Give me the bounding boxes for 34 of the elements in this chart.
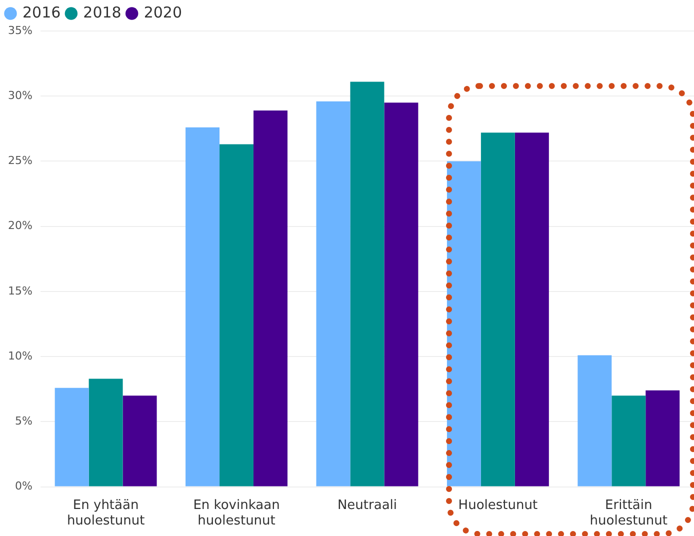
bar [54, 388, 89, 486]
y-tick-label: 15% [8, 284, 32, 298]
x-tick-label: Huolestunut [458, 498, 538, 513]
bar [514, 132, 549, 486]
y-tick-label: 25% [8, 154, 32, 168]
bar [578, 355, 612, 486]
category-label: huolestunut [590, 514, 668, 529]
y-tick-label: 30% [8, 88, 32, 102]
bar [254, 110, 288, 486]
x-tick-label: Neutraali [337, 498, 398, 513]
bar [446, 161, 481, 486]
legend-label: 2020 [144, 3, 182, 22]
bar [384, 102, 418, 486]
bar [186, 127, 220, 486]
category-label: huolestunut [66, 514, 145, 529]
bar [480, 132, 515, 486]
category-label: En kovinkaan [193, 498, 280, 513]
category-label: Erittäin [605, 498, 652, 513]
y-tick-label: 5% [14, 414, 32, 428]
category-label: En yhtään [72, 498, 139, 513]
y-tick-label: 0% [14, 480, 32, 493]
legend-label: 2016 [22, 3, 61, 22]
y-tick-label: 35% [8, 24, 32, 37]
bar [316, 101, 350, 486]
legend-label: 2018 [83, 3, 122, 22]
bar [646, 390, 680, 486]
y-tick-label: 10% [8, 349, 32, 362]
category-label: huolestunut [198, 514, 276, 529]
bar [122, 396, 157, 486]
y-tick-label: 20% [8, 219, 32, 232]
bar [350, 82, 384, 486]
bar [612, 396, 646, 486]
bar [220, 144, 254, 486]
bar [88, 378, 123, 486]
